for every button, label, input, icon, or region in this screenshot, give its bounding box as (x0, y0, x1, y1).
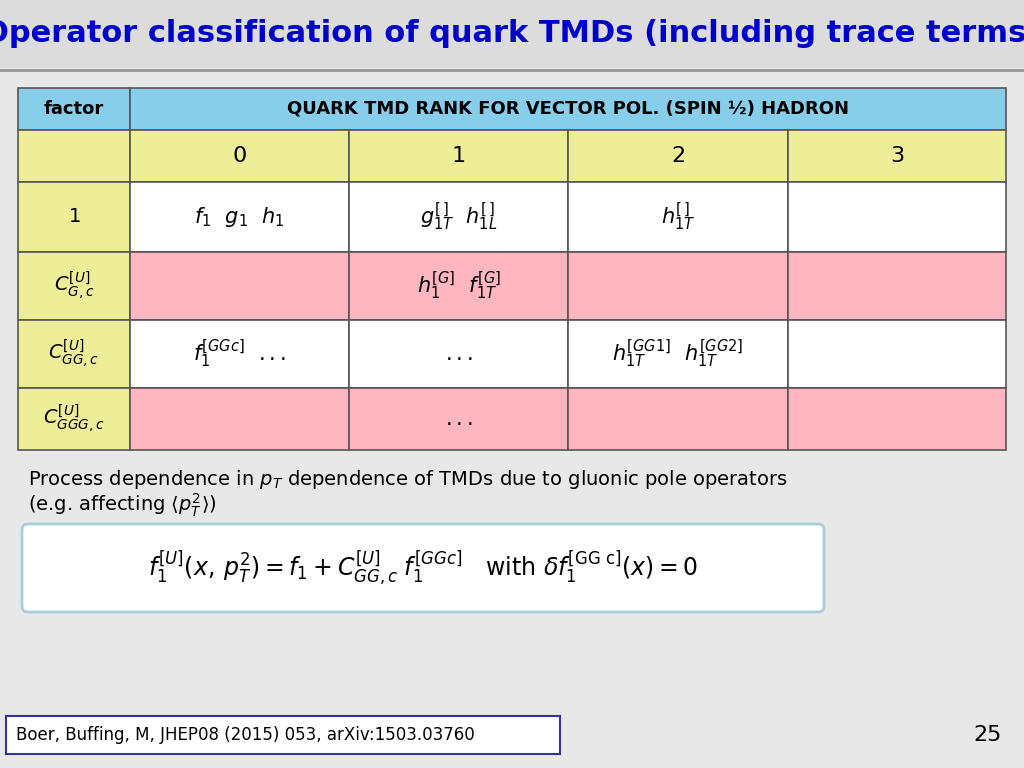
Text: 1: 1 (452, 146, 466, 166)
FancyBboxPatch shape (18, 252, 130, 320)
FancyBboxPatch shape (130, 252, 349, 320)
FancyBboxPatch shape (18, 88, 130, 130)
FancyBboxPatch shape (18, 182, 130, 252)
FancyBboxPatch shape (130, 320, 349, 388)
Text: 3: 3 (890, 146, 904, 166)
FancyBboxPatch shape (349, 182, 568, 252)
FancyBboxPatch shape (130, 388, 349, 450)
FancyBboxPatch shape (787, 252, 1006, 320)
Text: $f_1\ \ g_1\ \ h_1$: $f_1\ \ g_1\ \ h_1$ (194, 205, 285, 229)
Text: Boer, Buffing, M, JHEP08 (2015) 053, arXiv:1503.03760: Boer, Buffing, M, JHEP08 (2015) 053, arX… (16, 726, 475, 744)
FancyBboxPatch shape (22, 524, 824, 612)
Text: $g_{1T}^{[\,]}\ \ h_{1L}^{[\,]}$: $g_{1T}^{[\,]}\ \ h_{1L}^{[\,]}$ (420, 200, 498, 233)
Text: Process dependence in $p_T$ dependence of TMDs due to gluonic pole operators: Process dependence in $p_T$ dependence o… (28, 468, 787, 491)
Text: $C_{GGG,c}^{[U]}$: $C_{GGG,c}^{[U]}$ (43, 402, 104, 435)
Text: QUARK TMD RANK FOR VECTOR POL. (SPIN ½) HADRON: QUARK TMD RANK FOR VECTOR POL. (SPIN ½) … (287, 100, 849, 118)
FancyBboxPatch shape (787, 320, 1006, 388)
Text: $h_{1T}^{[GG1]}\ \ h_{1T}^{[GG2]}$: $h_{1T}^{[GG1]}\ \ h_{1T}^{[GG2]}$ (612, 338, 743, 370)
Text: $C_{GG,c}^{[U]}$: $C_{GG,c}^{[U]}$ (48, 338, 99, 370)
FancyBboxPatch shape (0, 0, 1024, 68)
FancyBboxPatch shape (568, 388, 787, 450)
Text: $C_{G,c}^{[U]}$: $C_{G,c}^{[U]}$ (53, 270, 94, 303)
Text: 25: 25 (974, 725, 1002, 745)
Text: $h_{1T}^{[\,]}$: $h_{1T}^{[\,]}$ (660, 200, 695, 233)
Text: $f_1^{[U]}(x,\,p_T^2) = f_1 + C_{GG,c}^{[U]}\; f_1^{[GGc]}$$\quad \mathrm{with}\: $f_1^{[U]}(x,\,p_T^2) = f_1 + C_{GG,c}^{… (147, 548, 698, 588)
FancyBboxPatch shape (130, 88, 1006, 130)
FancyBboxPatch shape (568, 320, 787, 388)
Text: (e.g. affecting $\langle p_T^{2}\rangle$): (e.g. affecting $\langle p_T^{2}\rangle$… (28, 492, 217, 519)
FancyBboxPatch shape (787, 388, 1006, 450)
Text: Operator classification of quark TMDs (including trace terms): Operator classification of quark TMDs (i… (0, 19, 1024, 48)
FancyBboxPatch shape (787, 182, 1006, 252)
Text: $f_1^{[GGc]}\ \ ...$: $f_1^{[GGc]}\ \ ...$ (193, 338, 286, 370)
FancyBboxPatch shape (349, 320, 568, 388)
FancyBboxPatch shape (349, 388, 568, 450)
FancyBboxPatch shape (568, 252, 787, 320)
FancyBboxPatch shape (18, 388, 130, 450)
Text: factor: factor (44, 100, 104, 118)
Text: $h_1^{[G]}\ \ f_{1T}^{[G]}$: $h_1^{[G]}\ \ f_{1T}^{[G]}$ (417, 270, 501, 303)
FancyBboxPatch shape (130, 182, 349, 252)
FancyBboxPatch shape (130, 130, 349, 182)
Text: 0: 0 (232, 146, 247, 166)
FancyBboxPatch shape (18, 320, 130, 388)
FancyBboxPatch shape (568, 130, 787, 182)
Text: $...$: $...$ (444, 409, 472, 429)
Text: $1$: $1$ (68, 207, 80, 227)
FancyBboxPatch shape (6, 716, 560, 754)
Text: $...$: $...$ (444, 344, 472, 364)
FancyBboxPatch shape (568, 182, 787, 252)
FancyBboxPatch shape (18, 130, 130, 182)
FancyBboxPatch shape (349, 130, 568, 182)
FancyBboxPatch shape (349, 252, 568, 320)
FancyBboxPatch shape (787, 130, 1006, 182)
Text: 2: 2 (671, 146, 685, 166)
